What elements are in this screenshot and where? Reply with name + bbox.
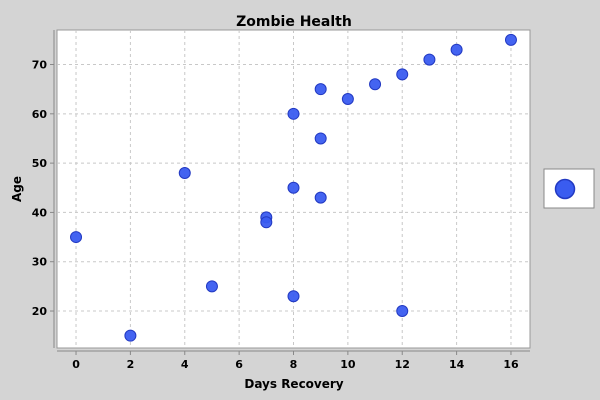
data-point — [341, 93, 354, 106]
x-tick-label: 12 — [395, 358, 410, 371]
y-tick-label: 20 — [32, 305, 48, 318]
data-point — [287, 181, 300, 194]
x-tick-label: 16 — [503, 358, 519, 371]
data-point — [314, 132, 327, 145]
x-tick-label: 8 — [290, 358, 298, 371]
x-tick-label: 6 — [235, 358, 243, 371]
data-point — [260, 216, 273, 229]
y-tick-label: 30 — [32, 256, 48, 269]
y-tick-label: 40 — [32, 206, 48, 219]
data-point — [178, 166, 191, 179]
data-point — [70, 231, 83, 244]
data-point — [124, 329, 137, 342]
data-point — [504, 33, 517, 46]
y-tick-label: 70 — [32, 59, 48, 72]
x-tick-label: 10 — [340, 358, 356, 371]
data-points — [70, 33, 517, 342]
grid-lines — [57, 30, 530, 348]
data-point — [314, 83, 327, 96]
y-axis-label: Age — [10, 176, 24, 202]
chart-title: Zombie Health — [236, 14, 352, 30]
data-point — [287, 290, 300, 303]
y-tick-label: 60 — [32, 108, 48, 121]
data-point — [314, 191, 327, 204]
legend-marker — [554, 178, 576, 200]
axis-ticks: 0 2 4 6 8 10 12 14 16 20 30 40 50 60 70 — [32, 59, 519, 371]
data-point — [205, 280, 218, 293]
legend — [543, 168, 595, 209]
y-tick-label: 50 — [32, 157, 48, 170]
data-point — [369, 78, 382, 91]
data-point — [396, 305, 409, 318]
data-point — [450, 43, 463, 56]
x-tick-label: 14 — [449, 358, 465, 371]
data-point — [396, 68, 409, 81]
data-point — [423, 53, 436, 66]
data-point — [287, 107, 300, 120]
x-tick-label: 2 — [127, 358, 135, 371]
x-axis-label: Days Recovery — [244, 377, 343, 391]
x-tick-label: 0 — [72, 358, 80, 371]
x-tick-label: 4 — [181, 358, 189, 371]
